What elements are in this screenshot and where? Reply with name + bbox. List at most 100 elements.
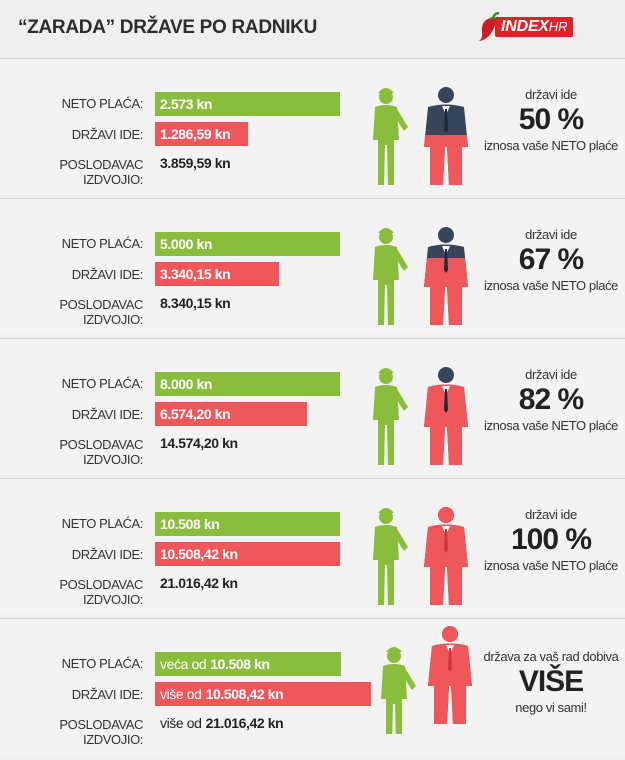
businessman-figure	[424, 507, 468, 605]
drzavi-label: DRŽAVI IDE:	[71, 687, 144, 702]
state-share-note: iznosa vaše NETO plaće	[483, 418, 619, 433]
index-hr-logo: INDEXHR	[477, 12, 609, 42]
neto-bar	[155, 652, 341, 676]
poslodavac-value: više od 21.016,42 kn	[160, 715, 284, 731]
drzavi-bar	[155, 262, 279, 286]
salary-panel: NETO PLAĆA: DRŽAVI IDE: POSLODAVAC IZDVOJI…	[0, 58, 625, 195]
state-share-value: 50 %	[518, 103, 584, 136]
neto-bar	[155, 92, 340, 116]
poslodavac-amount: 21.016,42 kn	[160, 575, 238, 591]
salary-panel: NETO PLAĆA: DRŽAVI IDE: POSLODAVAC IZDVOJI…	[0, 478, 625, 615]
index-hr-wordmark: INDEXHR	[495, 17, 574, 37]
state-share-caption: državi ide	[525, 87, 577, 102]
drzavi-amount: 1.286,59 kn	[160, 126, 231, 142]
header: “ZARADA” DRŽAVE PO RADNIKU INDEXHR	[0, 0, 625, 52]
poslodavac-label: POSLODAVAC IZDVOJIO:	[59, 437, 143, 467]
businessman-figure	[424, 227, 468, 325]
drzavi-label: DRŽAVI IDE:	[71, 407, 144, 422]
drzavi-prefix: više od	[160, 686, 202, 702]
neto-label: NETO PLAĆA:	[61, 516, 144, 531]
figures-wrap	[372, 495, 472, 610]
poslodavac-amount: 3.859,59 kn	[160, 155, 231, 171]
poslodavac-label: POSLODAVAC IZDVOJIO:	[59, 577, 143, 607]
state-share-info: državi ide 82 % iznosa vaše NETO plaće	[478, 367, 624, 433]
state-share-caption: državi ide	[525, 507, 577, 522]
state-share-caption: državi ide	[525, 227, 577, 242]
state-share-caption: država za vaš rad dobiva	[483, 649, 619, 664]
businessman-figure	[424, 367, 468, 465]
drzavi-amount: 10.508,42 kn	[205, 686, 284, 702]
drzavi-value: 3.340,15 kn	[160, 262, 231, 286]
neto-value: 5.000 kn	[160, 232, 212, 256]
drzavi-label: DRŽAVI IDE:	[71, 267, 144, 282]
neto-bar	[155, 512, 340, 536]
drzavi-amount: 6.574,20 kn	[160, 406, 231, 422]
state-share-caption: državi ide	[525, 367, 577, 382]
neto-prefix: veća od	[160, 656, 207, 672]
neto-bar	[155, 372, 340, 396]
drzavi-bar	[155, 542, 340, 566]
drzavi-amount: 10.508,42 kn	[160, 546, 238, 562]
people-figures	[381, 626, 472, 744]
salary-panel: NETO PLAĆA: DRŽAVI IDE: POSLODAVAC IZDVOJI…	[0, 618, 625, 755]
state-share-info: država za vaš rad dobiva VIŠE nego vi sami…	[478, 649, 624, 715]
figures-wrap	[372, 215, 472, 330]
salary-panel: NETO PLAĆA: DRŽAVI IDE: POSLODAVAC IZDVOJI…	[0, 338, 625, 475]
neto-value: 2.573 kn	[160, 92, 212, 116]
neto-label: NETO PLAĆA:	[61, 376, 144, 391]
neto-amount: 2.573 kn	[160, 96, 213, 112]
drzavi-value: 1.286,59 kn	[160, 122, 231, 146]
poslodavac-value: 14.574,20 kn	[160, 435, 238, 451]
state-share-value: VIŠE	[518, 665, 584, 698]
neto-amount: 8.000 kn	[160, 376, 213, 392]
neto-bar	[155, 232, 340, 256]
worker-figure	[381, 647, 416, 744]
neto-label: NETO PLAĆA:	[61, 236, 144, 251]
poslodavac-amount: 21.016,42 kn	[205, 715, 284, 731]
businessman-figure	[428, 626, 472, 724]
poslodavac-label: POSLODAVAC IZDVOJIO:	[59, 157, 143, 187]
worker-figure	[373, 368, 408, 465]
neto-label: NETO PLAĆA:	[61, 96, 144, 111]
worker-figure	[373, 88, 408, 185]
state-share-note: nego vi sami!	[515, 700, 587, 715]
state-share-value: 100 %	[510, 523, 592, 556]
poslodavac-label: POSLODAVAC IZDVOJIO:	[59, 717, 143, 747]
drzavi-bar	[155, 402, 307, 426]
neto-value: 8.000 kn	[160, 372, 212, 396]
drzavi-bar	[155, 682, 371, 706]
drzavi-amount: 3.340,15 kn	[160, 266, 231, 282]
people-figures	[373, 367, 468, 465]
state-share-info: državi ide 50 % iznosa vaše NETO plaće	[478, 87, 624, 153]
neto-amount: 5.000 kn	[160, 236, 213, 252]
figures-wrap	[372, 355, 472, 470]
worker-figure	[373, 228, 408, 325]
neto-amount: 10.508 kn	[210, 656, 270, 672]
drzavi-label: DRŽAVI IDE:	[71, 127, 144, 142]
state-share-value: 82 %	[518, 383, 584, 416]
state-share-info: državi ide 67 % iznosa vaše NETO plaće	[478, 227, 624, 293]
neto-amount: 10.508 kn	[160, 516, 220, 532]
people-figures	[373, 507, 468, 605]
poslodavac-value: 3.859,59 kn	[160, 155, 231, 171]
state-share-note: iznosa vaše NETO plaće	[483, 278, 619, 293]
poslodavac-label: POSLODAVAC IZDVOJIO:	[59, 297, 143, 327]
state-share-info: državi ide 100 % iznosa vaše NETO plaće	[478, 507, 624, 573]
poslodavac-value: 21.016,42 kn	[160, 575, 238, 591]
state-share-value: 67 %	[518, 243, 584, 276]
salary-panel: NETO PLAĆA: DRŽAVI IDE: POSLODAVAC IZDVOJI…	[0, 198, 625, 335]
drzavi-value: 10.508,42 kn	[160, 542, 238, 566]
worker-figure	[373, 508, 408, 605]
people-figures	[373, 87, 468, 185]
people-figures	[373, 227, 468, 325]
neto-value: veća od 10.508 kn	[160, 652, 270, 676]
drzavi-value: 6.574,20 kn	[160, 402, 231, 426]
drzavi-bar	[155, 122, 248, 146]
drzavi-value: više od 10.508,42 kn	[160, 682, 284, 706]
page-title: “ZARADA” DRŽAVE PO RADNIKU	[18, 17, 318, 38]
neto-label: NETO PLAĆA:	[61, 656, 144, 671]
poslodavac-value: 8.340,15 kn	[160, 295, 231, 311]
figures-wrap	[380, 624, 480, 744]
state-share-note: iznosa vaše NETO plaće	[483, 138, 619, 153]
drzavi-label: DRŽAVI IDE:	[71, 547, 144, 562]
